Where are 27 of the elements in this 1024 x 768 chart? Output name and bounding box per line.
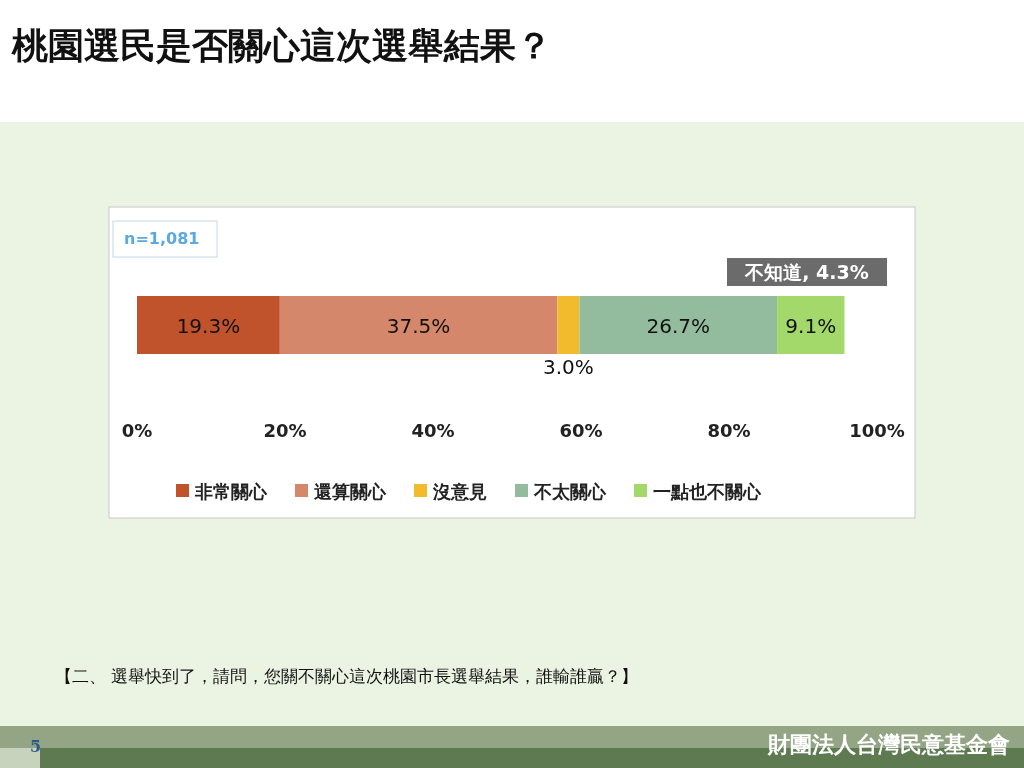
bar <box>137 296 280 354</box>
legend-label: 沒意見 <box>432 481 487 502</box>
legend-label: 一點也不關心 <box>653 481 762 502</box>
text: 不知道, 4.3% <box>744 261 869 283</box>
bar <box>579 296 778 354</box>
legend-label: 不太關心 <box>533 481 607 502</box>
data-label: 37.5% <box>386 314 451 338</box>
bar <box>557 296 580 354</box>
data-label: 26.7% <box>646 314 711 338</box>
text: n=1,081 <box>124 229 200 248</box>
x-tick-label: 80% <box>707 420 751 441</box>
bar <box>777 296 845 354</box>
x-tick-label: 20% <box>263 420 307 441</box>
data-label: 9.1% <box>785 314 837 338</box>
data-label: 3.0% <box>543 355 594 379</box>
legend-label: 還算關心 <box>314 481 387 502</box>
data-label: 19.3% <box>176 314 241 338</box>
bar <box>279 296 558 354</box>
x-tick-label: 40% <box>411 420 455 441</box>
chart-title: 桃園選民是否關心這次選舉結果？ <box>11 25 552 66</box>
text: 財團法人台灣民意基金會 <box>767 732 1010 757</box>
x-tick-label: 0% <box>121 420 153 441</box>
x-tick-label: 100% <box>849 420 905 441</box>
x-tick-label: 60% <box>559 420 603 441</box>
legend-label: 非常關心 <box>194 481 268 502</box>
text: 【二、 選舉快到了，請問，您關不關心這次桃園市長選舉結果，誰輸誰贏？】 <box>55 666 639 686</box>
text: 5 <box>30 737 42 756</box>
